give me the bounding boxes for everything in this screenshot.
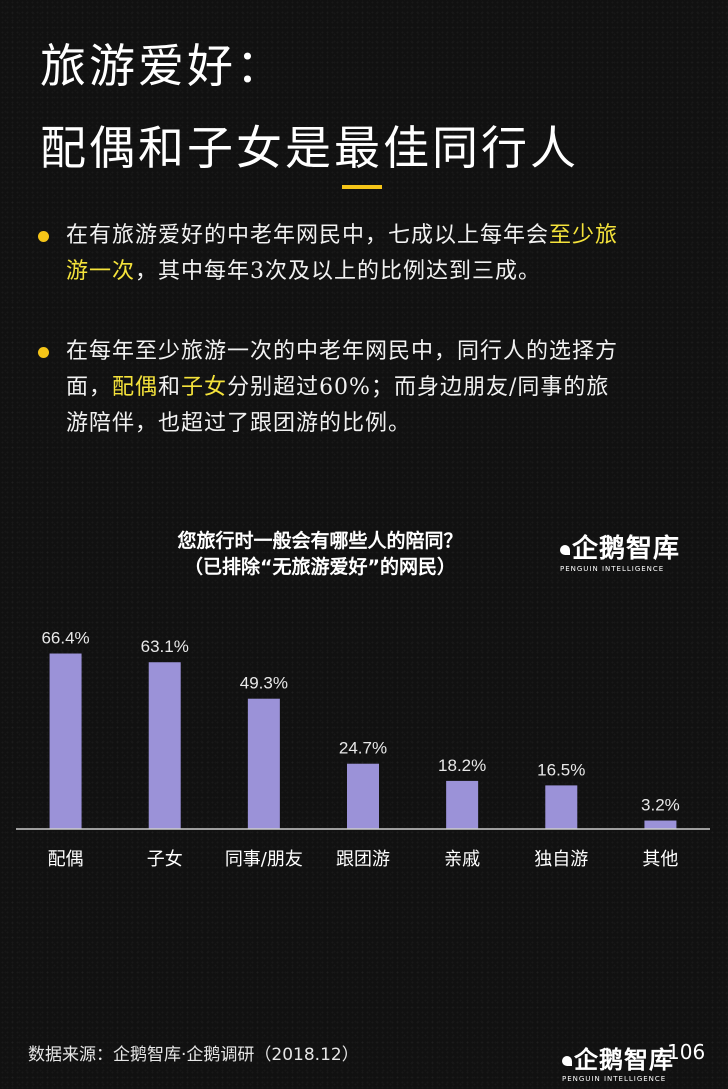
page-title-line-2: 配偶和子女是最佳同行人 (40, 121, 579, 175)
bullet-line: 在有旅游爱好的中老年网民中，七成以上每年会至少旅 (66, 218, 710, 254)
bar-value-label: 16.5% (537, 760, 585, 779)
logo-name: 企鹅智库 (560, 528, 680, 565)
bar-value-label: 49.3% (240, 674, 288, 693)
bar (148, 662, 181, 829)
bullet-text-segment: 分别超过60%；而身边朋友/同事的旅 (227, 375, 610, 400)
bullet-text-segment: 面， (66, 375, 113, 400)
chart-subtitle: （已排除“无旅游爱好”的网民） (184, 556, 456, 578)
penguin-icon (560, 544, 570, 555)
category-label: 独自游 (534, 849, 588, 870)
bullet-text-segment: 在每年至少旅游一次的中老年网民中，同行人的选择方 (66, 339, 619, 364)
bullet-point-1: 在有旅游爱好的中老年网民中，七成以上每年会至少旅 游一次，其中每年3次及以上的比例… (38, 218, 710, 290)
bar (545, 785, 578, 829)
bullet-text-segment: 在有旅游爱好的中老年网民中，七成以上每年会 (66, 223, 550, 248)
bullet-line: 游一次，其中每年3次及以上的比例达到三成。 (66, 254, 710, 290)
bullet-line: 游陪伴，也超过了跟团游的比例。 (66, 406, 710, 442)
bar-value-label: 66.4% (41, 630, 89, 648)
bar (247, 698, 280, 829)
category-label: 亲戚 (444, 849, 480, 870)
category-label: 跟团游 (336, 849, 390, 870)
highlight-text: 至少旅 (549, 223, 619, 248)
penguin-intelligence-logo: 企鹅智库 PENGUIN INTELLIGENCE (560, 528, 680, 573)
bar (347, 763, 379, 829)
penguin-icon (562, 1056, 572, 1066)
logo-subtitle: PENGUIN INTELLIGENCE (560, 565, 665, 573)
footer-logo: 企鹅智库 PENGUIN INTELLIGENCE (562, 1040, 674, 1083)
category-label: 同事/朋友 (225, 849, 303, 870)
bullet-point-2: 在每年至少旅游一次的中老年网民中，同行人的选择方 面，配偶和子女分别超过60%；而… (38, 334, 710, 442)
page-number: 106 (667, 1040, 706, 1064)
bar-value-label: 18.2% (438, 756, 486, 775)
bullet-line: 在每年至少旅游一次的中老年网民中，同行人的选择方 (66, 334, 710, 370)
bar-value-label: 24.7% (339, 739, 387, 758)
bar-value-label: 63.1% (141, 637, 189, 656)
page-title-line-1: 旅游爱好： (40, 39, 285, 93)
bullet-dot-icon (38, 231, 49, 242)
title-divider (342, 185, 382, 189)
bullet-text: 在每年至少旅游一次的中老年网民中，同行人的选择方 面，配偶和子女分别超过60%；而… (38, 334, 710, 442)
logo-name: 企鹅智库 (562, 1040, 674, 1075)
data-source: 数据来源：企鹅智库·企鹅调研（2018.12） (28, 1045, 359, 1065)
bar (644, 820, 677, 829)
bullet-text-segment: ，其中每年3次及以上的比例达到三成。 (135, 259, 542, 284)
bar-chart: 66.4% 配偶 63.1% 子女 49.3% 同事/朋友 24.7% 跟团游 18.2% 亲戚 1… (16, 630, 710, 870)
bullet-line: 面，配偶和子女分别超过60%；而身边朋友/同事的旅 (66, 370, 710, 406)
bar (446, 780, 479, 829)
bullet-text: 在有旅游爱好的中老年网民中，七成以上每年会至少旅 游一次，其中每年3次及以上的比例… (38, 218, 710, 290)
chart-title: 您旅行时一般会有哪些人的陪同？ (177, 530, 463, 552)
bar-value-label: 3.2% (641, 796, 680, 815)
bullet-text-segment: 游陪伴，也超过了跟团游的比例。 (66, 411, 412, 436)
highlight-text: 配偶 (112, 375, 159, 400)
bar (49, 653, 82, 829)
category-label: 其他 (642, 849, 678, 870)
highlight-text: 游一次 (66, 259, 136, 284)
highlight-text: 子女 (181, 375, 228, 400)
category-label: 子女 (147, 849, 183, 870)
bullet-text-segment: 和 (158, 375, 182, 400)
logo-subtitle: PENGUIN INTELLIGENCE (562, 1075, 667, 1083)
category-label: 配偶 (48, 849, 84, 870)
bullet-dot-icon (38, 347, 49, 358)
